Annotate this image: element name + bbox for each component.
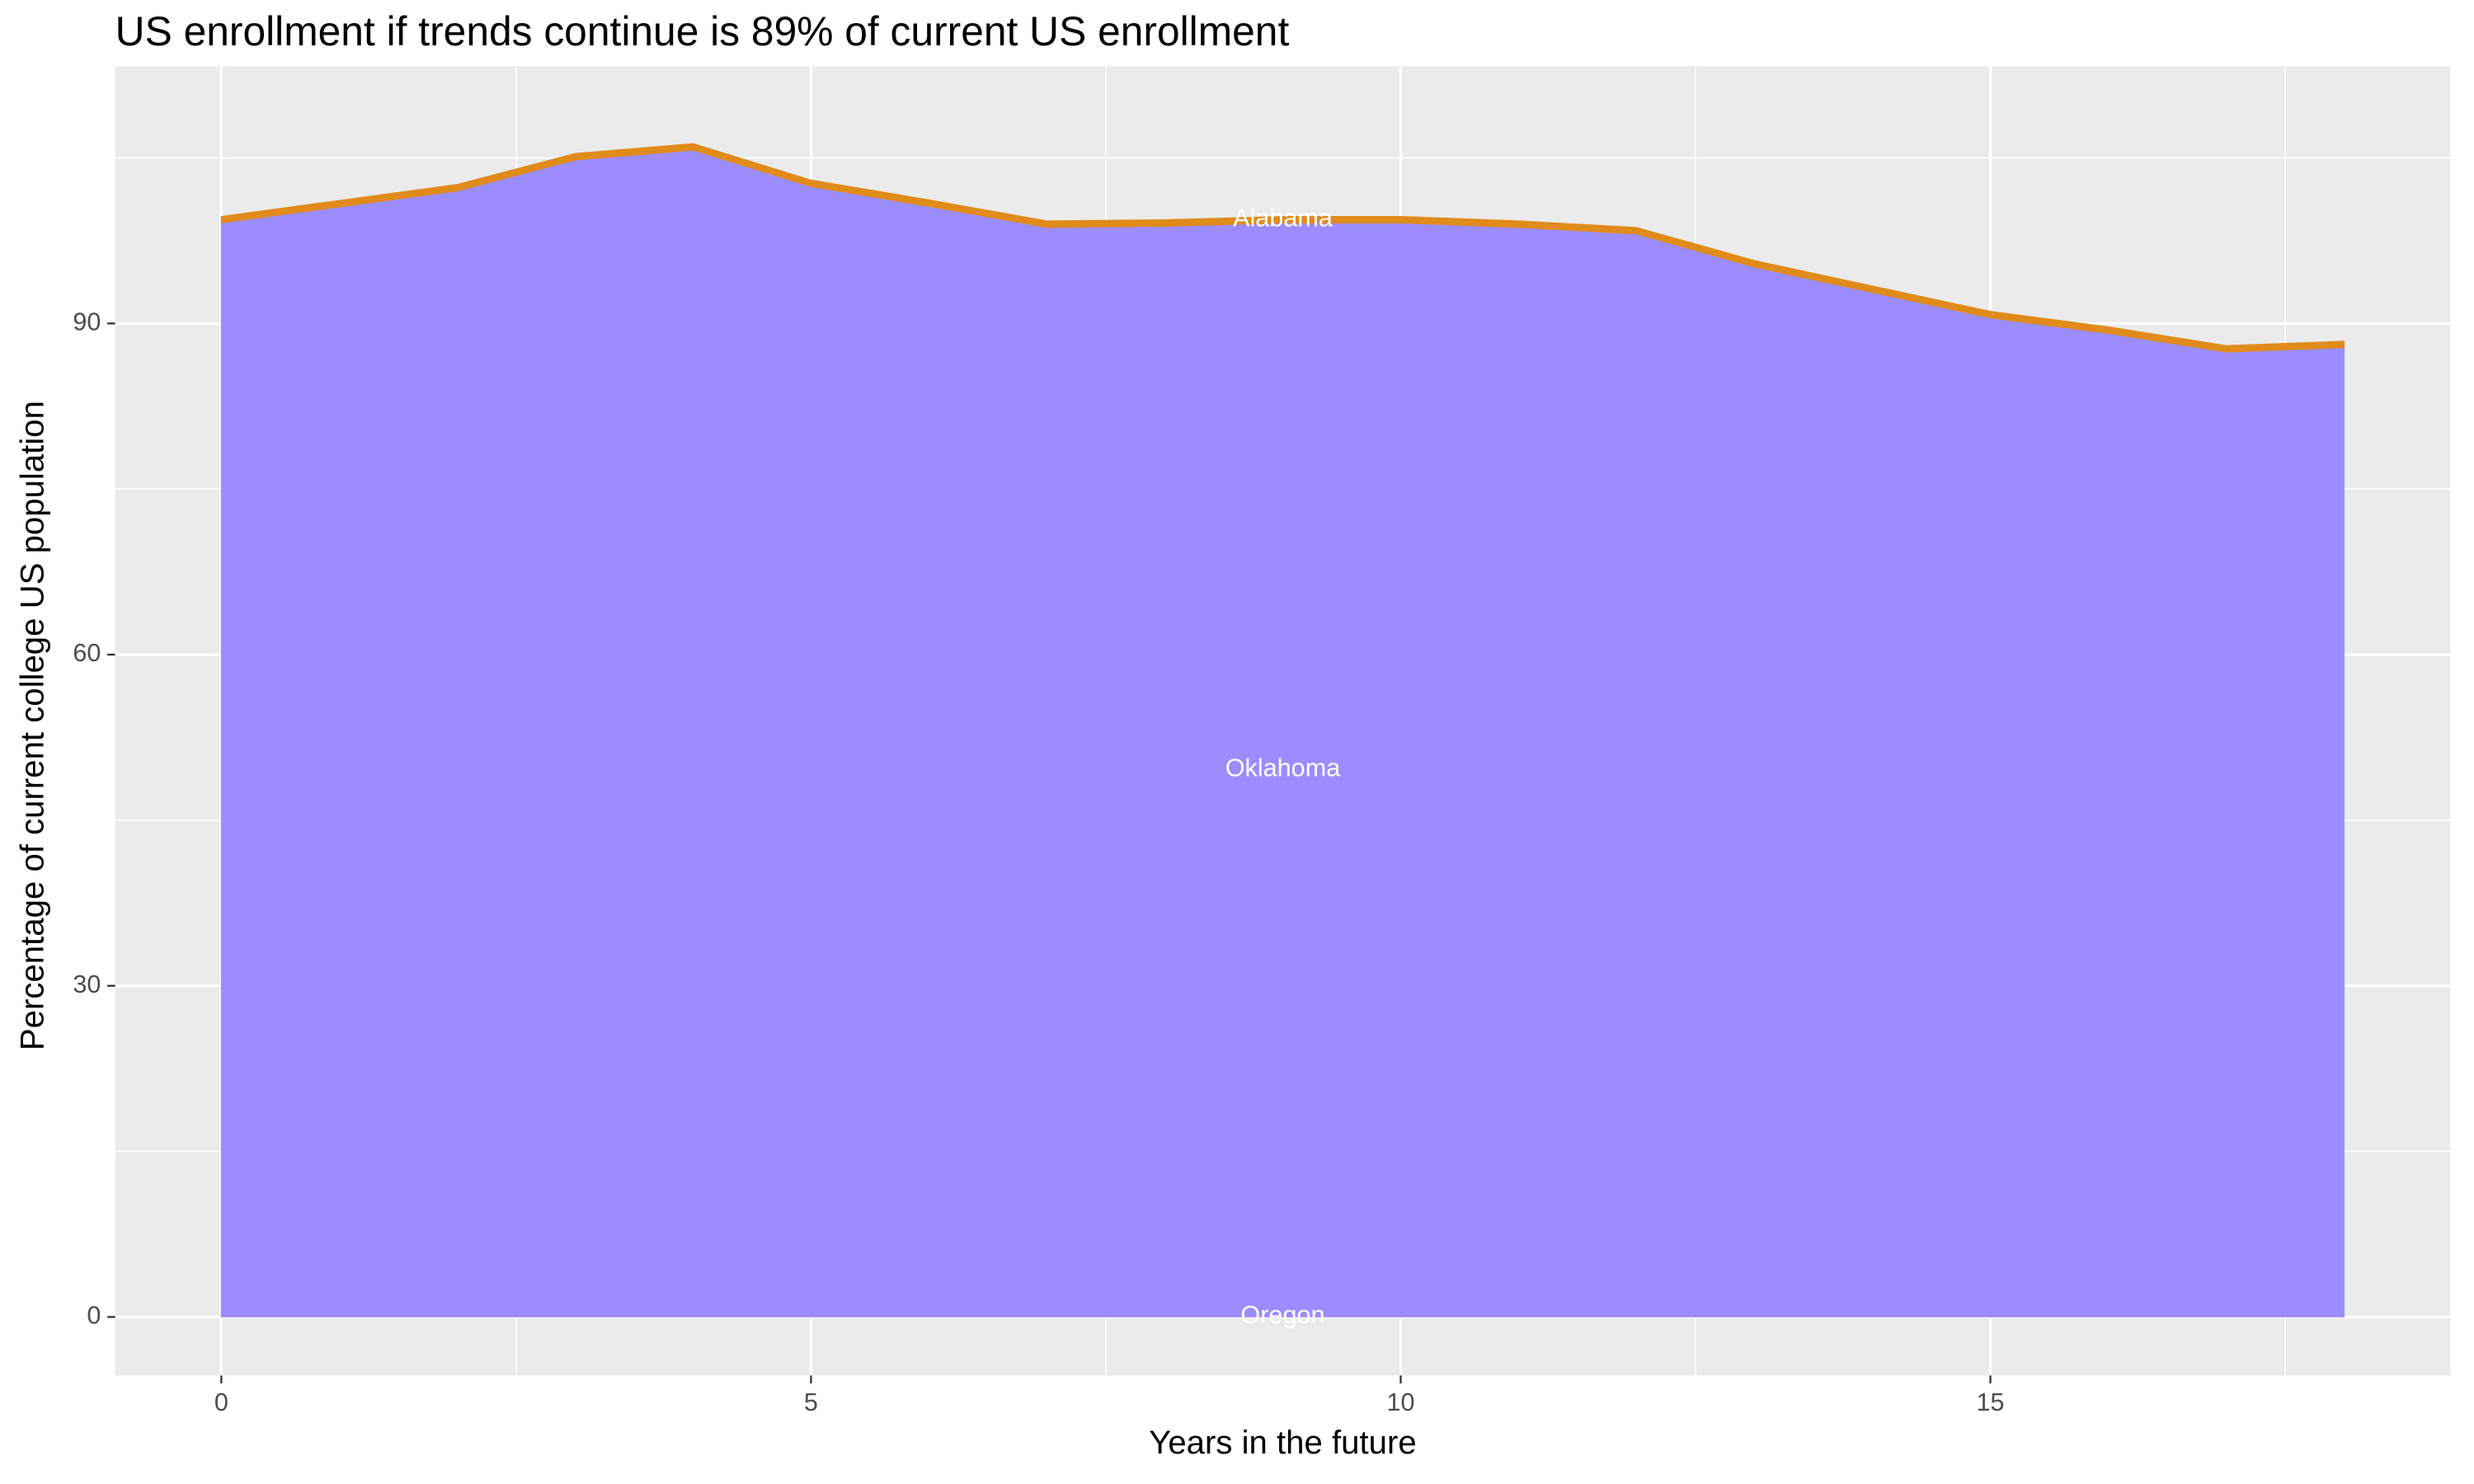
y-tick-label: 60 bbox=[73, 639, 101, 667]
series-label: Oklahoma bbox=[1225, 754, 1341, 782]
series-label: Oregon bbox=[1240, 1301, 1324, 1329]
y-tick-label: 0 bbox=[87, 1301, 101, 1329]
x-tick-label: 10 bbox=[1386, 1388, 1414, 1416]
x-axis-title: Years in the future bbox=[1149, 1424, 1416, 1461]
y-tick-label: 30 bbox=[73, 970, 101, 998]
y-tick-label: 90 bbox=[73, 308, 101, 336]
chart-title: US enrollment if trends continue is 89% … bbox=[115, 8, 1290, 54]
y-axis-title: Percentage of current college US populat… bbox=[14, 401, 51, 1050]
area bbox=[220, 149, 2345, 1317]
series-label: Alabama bbox=[1233, 204, 1333, 232]
x-tick-label: 0 bbox=[214, 1388, 228, 1416]
x-tick-label: 15 bbox=[1977, 1388, 2005, 1416]
x-tick-label: 5 bbox=[804, 1388, 818, 1416]
area bbox=[220, 143, 2345, 353]
